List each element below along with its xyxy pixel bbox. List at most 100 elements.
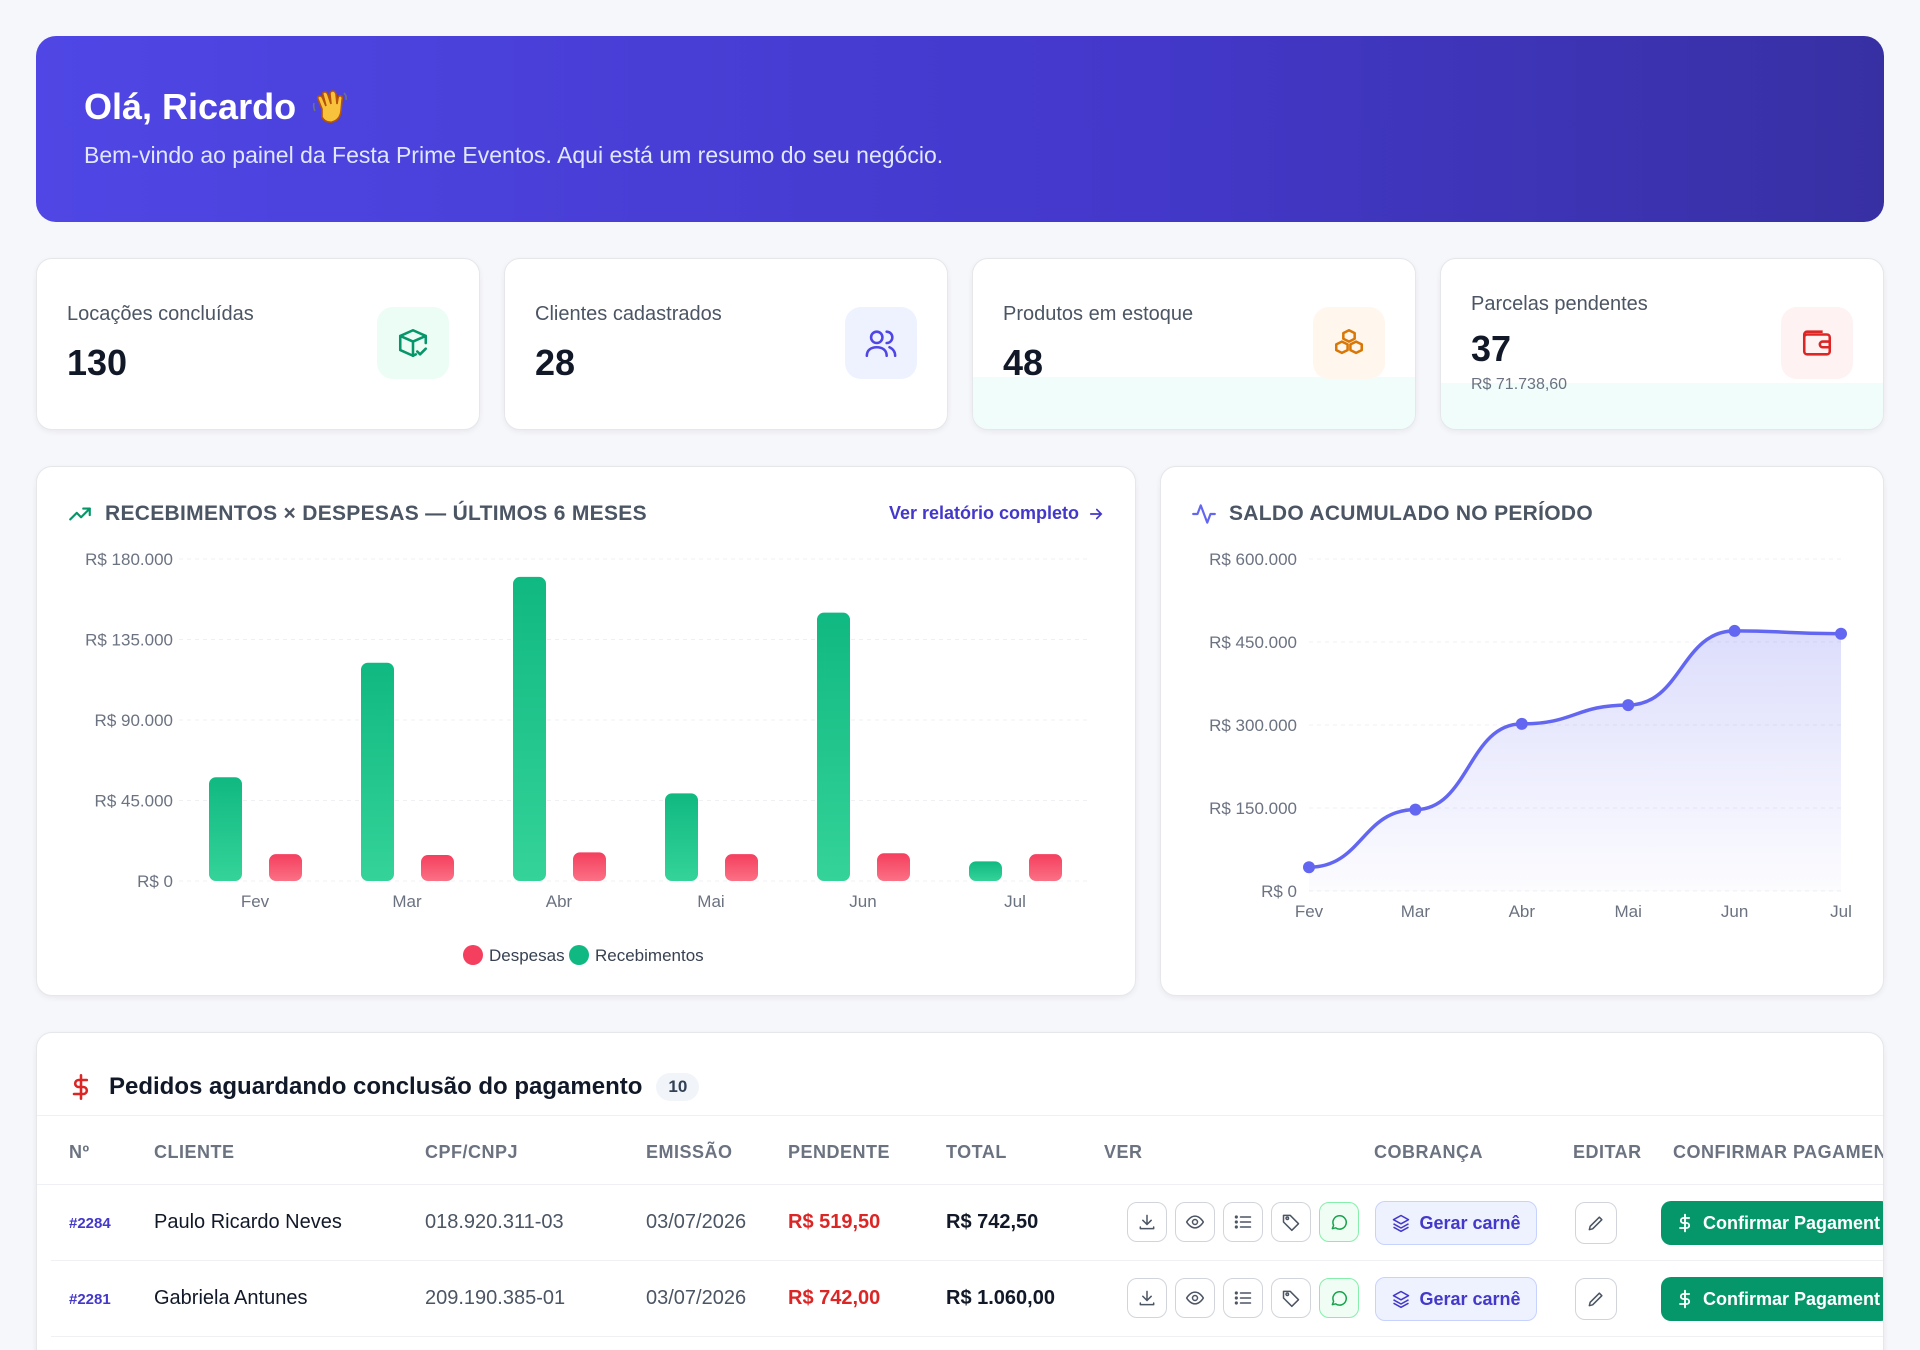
stat-value: 130 xyxy=(67,342,128,383)
whatsapp-icon[interactable] xyxy=(1329,1212,1349,1232)
order-doc: 209.190.385-01 xyxy=(425,1287,566,1309)
order-no[interactable]: #2281 xyxy=(69,1291,111,1308)
confirm-payment-button[interactable]: Confirmar Pagament xyxy=(1661,1277,1883,1321)
eye-icon[interactable] xyxy=(1185,1212,1205,1232)
generate-carne-label[interactable]: Gerar carnê xyxy=(1419,1288,1521,1309)
x-tick-label: Abr xyxy=(1509,902,1536,921)
layers-icon[interactable] xyxy=(1391,1289,1411,1309)
order-doc: 018.920.311-03 xyxy=(425,1211,564,1233)
arrow-right-icon[interactable] xyxy=(1087,505,1105,523)
bar-despesas xyxy=(573,852,606,881)
x-tick-label: Jun xyxy=(1721,902,1748,921)
orders-table-header: Nº CLIENTE CPF/CNPJ EMISSÃO PENDENTE TOT… xyxy=(37,1115,1883,1185)
stat-label: Locações concluídas xyxy=(67,303,254,325)
x-tick-label: Jul xyxy=(1004,892,1026,911)
generate-carne-button[interactable]: Gerar carnê xyxy=(1375,1201,1537,1245)
full-report-link[interactable]: Ver relatório completo xyxy=(889,503,1105,524)
y-tick-label: R$ 0 xyxy=(1261,882,1297,901)
list-button[interactable] xyxy=(1223,1278,1263,1318)
y-tick-label: R$ 0 xyxy=(137,872,173,891)
bar-chart: R$ 180.000 R$ 135.000 R$ 90.000 R$ 45.000 R$… xyxy=(85,550,1091,965)
bar-recebimentos xyxy=(209,777,242,881)
download-button[interactable] xyxy=(1127,1278,1167,1318)
stat-card-products: Produtos em estoque 48 xyxy=(972,258,1416,430)
bar-chart-title: RECEBIMENTOS × DESPESAS — ÚLTIMOS 6 MESE… xyxy=(67,501,647,527)
generate-carne-label[interactable]: Gerar carnê xyxy=(1419,1212,1521,1233)
order-client: Gabriela Antunes xyxy=(154,1287,308,1309)
bar-chart-card: RECEBIMENTOS × DESPESAS — ÚLTIMOS 6 MESE… xyxy=(36,466,1136,996)
edit-button[interactable] xyxy=(1575,1202,1617,1244)
orders-count-badge: 10 xyxy=(656,1073,700,1101)
column-header: CONFIRMAR PAGAMEN xyxy=(1673,1142,1884,1162)
whatsapp-button[interactable] xyxy=(1319,1278,1359,1318)
tag-button[interactable] xyxy=(1271,1202,1311,1242)
order-pending: R$ 519,50 xyxy=(788,1211,881,1233)
full-report-link-text[interactable]: Ver relatório completo xyxy=(888,503,1079,523)
list-icon[interactable] xyxy=(1233,1212,1253,1232)
eye-button[interactable] xyxy=(1175,1278,1215,1318)
whatsapp-icon[interactable] xyxy=(1329,1288,1349,1308)
confirm-payment-button[interactable]: Confirmar Pagament xyxy=(1661,1201,1883,1245)
saldo-point xyxy=(1409,803,1422,816)
greeting-heading: Olá, Ricardo xyxy=(84,86,1836,128)
bar-despesas xyxy=(877,853,910,881)
eye-icon[interactable] xyxy=(1185,1288,1205,1308)
dollar-icon[interactable] xyxy=(1675,1289,1695,1309)
y-tick-label: R$ 450.000 xyxy=(1209,633,1297,652)
generate-carne-button[interactable]: Gerar carnê xyxy=(1375,1277,1537,1321)
card-accent-strip xyxy=(1441,383,1883,429)
order-no[interactable]: #2284 xyxy=(69,1215,111,1232)
download-icon[interactable] xyxy=(1137,1288,1157,1308)
column-header: CPF/CNPJ xyxy=(425,1142,519,1162)
confirm-payment-label[interactable]: Confirmar Pagament xyxy=(1703,1212,1881,1233)
tag-icon[interactable] xyxy=(1281,1288,1301,1308)
dollar-icon[interactable] xyxy=(1675,1213,1695,1233)
column-header: EDITAR xyxy=(1573,1142,1642,1162)
list-icon[interactable] xyxy=(1233,1288,1253,1308)
wallet-icon xyxy=(1781,307,1853,379)
tag-button[interactable] xyxy=(1271,1278,1311,1318)
stat-subvalue: R$ 71.738,60 xyxy=(1471,376,1568,393)
column-header: EMISSÃO xyxy=(646,1142,733,1162)
order-client: Paulo Ricardo Neves xyxy=(154,1211,342,1233)
y-tick-label: R$ 150.000 xyxy=(1209,799,1297,818)
legend-swatch xyxy=(569,945,589,965)
order-pending: R$ 742,00 xyxy=(788,1287,881,1309)
eye-button[interactable] xyxy=(1175,1202,1215,1242)
layers-icon[interactable] xyxy=(1391,1213,1411,1233)
column-header: COBRANÇA xyxy=(1374,1142,1483,1162)
line-chart-card: SALDO ACUMULADO NO PERÍODO R$ 600.000 R$ … xyxy=(1160,466,1884,996)
column-header: PENDENTE xyxy=(788,1142,891,1162)
column-header: Nº xyxy=(69,1142,90,1162)
saldo-point xyxy=(1728,624,1741,637)
stat-label: Parcelas pendentes xyxy=(1471,293,1648,315)
download-icon[interactable] xyxy=(1137,1212,1157,1232)
pencil-icon[interactable] xyxy=(1586,1289,1606,1309)
trending-up-icon xyxy=(69,507,91,521)
confirm-payment-label[interactable]: Confirmar Pagament xyxy=(1703,1288,1881,1309)
saldo-point xyxy=(1515,717,1528,730)
welcome-banner: Olá, Ricardo Bem-vindo ao painel da Fest… xyxy=(36,36,1884,222)
package-check-icon xyxy=(377,307,449,379)
table-row: Gerar carnê Confirmar Pagament xyxy=(51,1337,1883,1350)
pencil-icon[interactable] xyxy=(1586,1213,1606,1233)
x-tick-label: Fev xyxy=(1295,902,1324,921)
order-total: R$ 742,50 xyxy=(946,1211,1039,1233)
orders-title: Pedidos aguardando conclusão do pagament… xyxy=(109,1073,643,1100)
bar-recebimentos xyxy=(817,612,850,881)
y-tick-label: R$ 135.000 xyxy=(85,631,173,650)
x-tick-label: Mai xyxy=(1614,902,1641,921)
list-button[interactable] xyxy=(1223,1202,1263,1242)
edit-button[interactable] xyxy=(1575,1278,1617,1320)
y-tick-label: R$ 90.000 xyxy=(95,711,173,730)
stat-card-clients: Clientes cadastrados 28 xyxy=(504,258,948,430)
legend-label: Recebimentos xyxy=(595,946,704,965)
whatsapp-button[interactable] xyxy=(1319,1202,1359,1242)
bar-despesas xyxy=(1029,854,1062,881)
greeting-text: Olá, Ricardo xyxy=(84,86,297,127)
card-accent-strip xyxy=(973,377,1415,429)
tag-icon[interactable] xyxy=(1281,1212,1301,1232)
saldo-area xyxy=(1309,630,1841,891)
download-button[interactable] xyxy=(1127,1202,1167,1242)
bar-despesas xyxy=(269,854,302,881)
